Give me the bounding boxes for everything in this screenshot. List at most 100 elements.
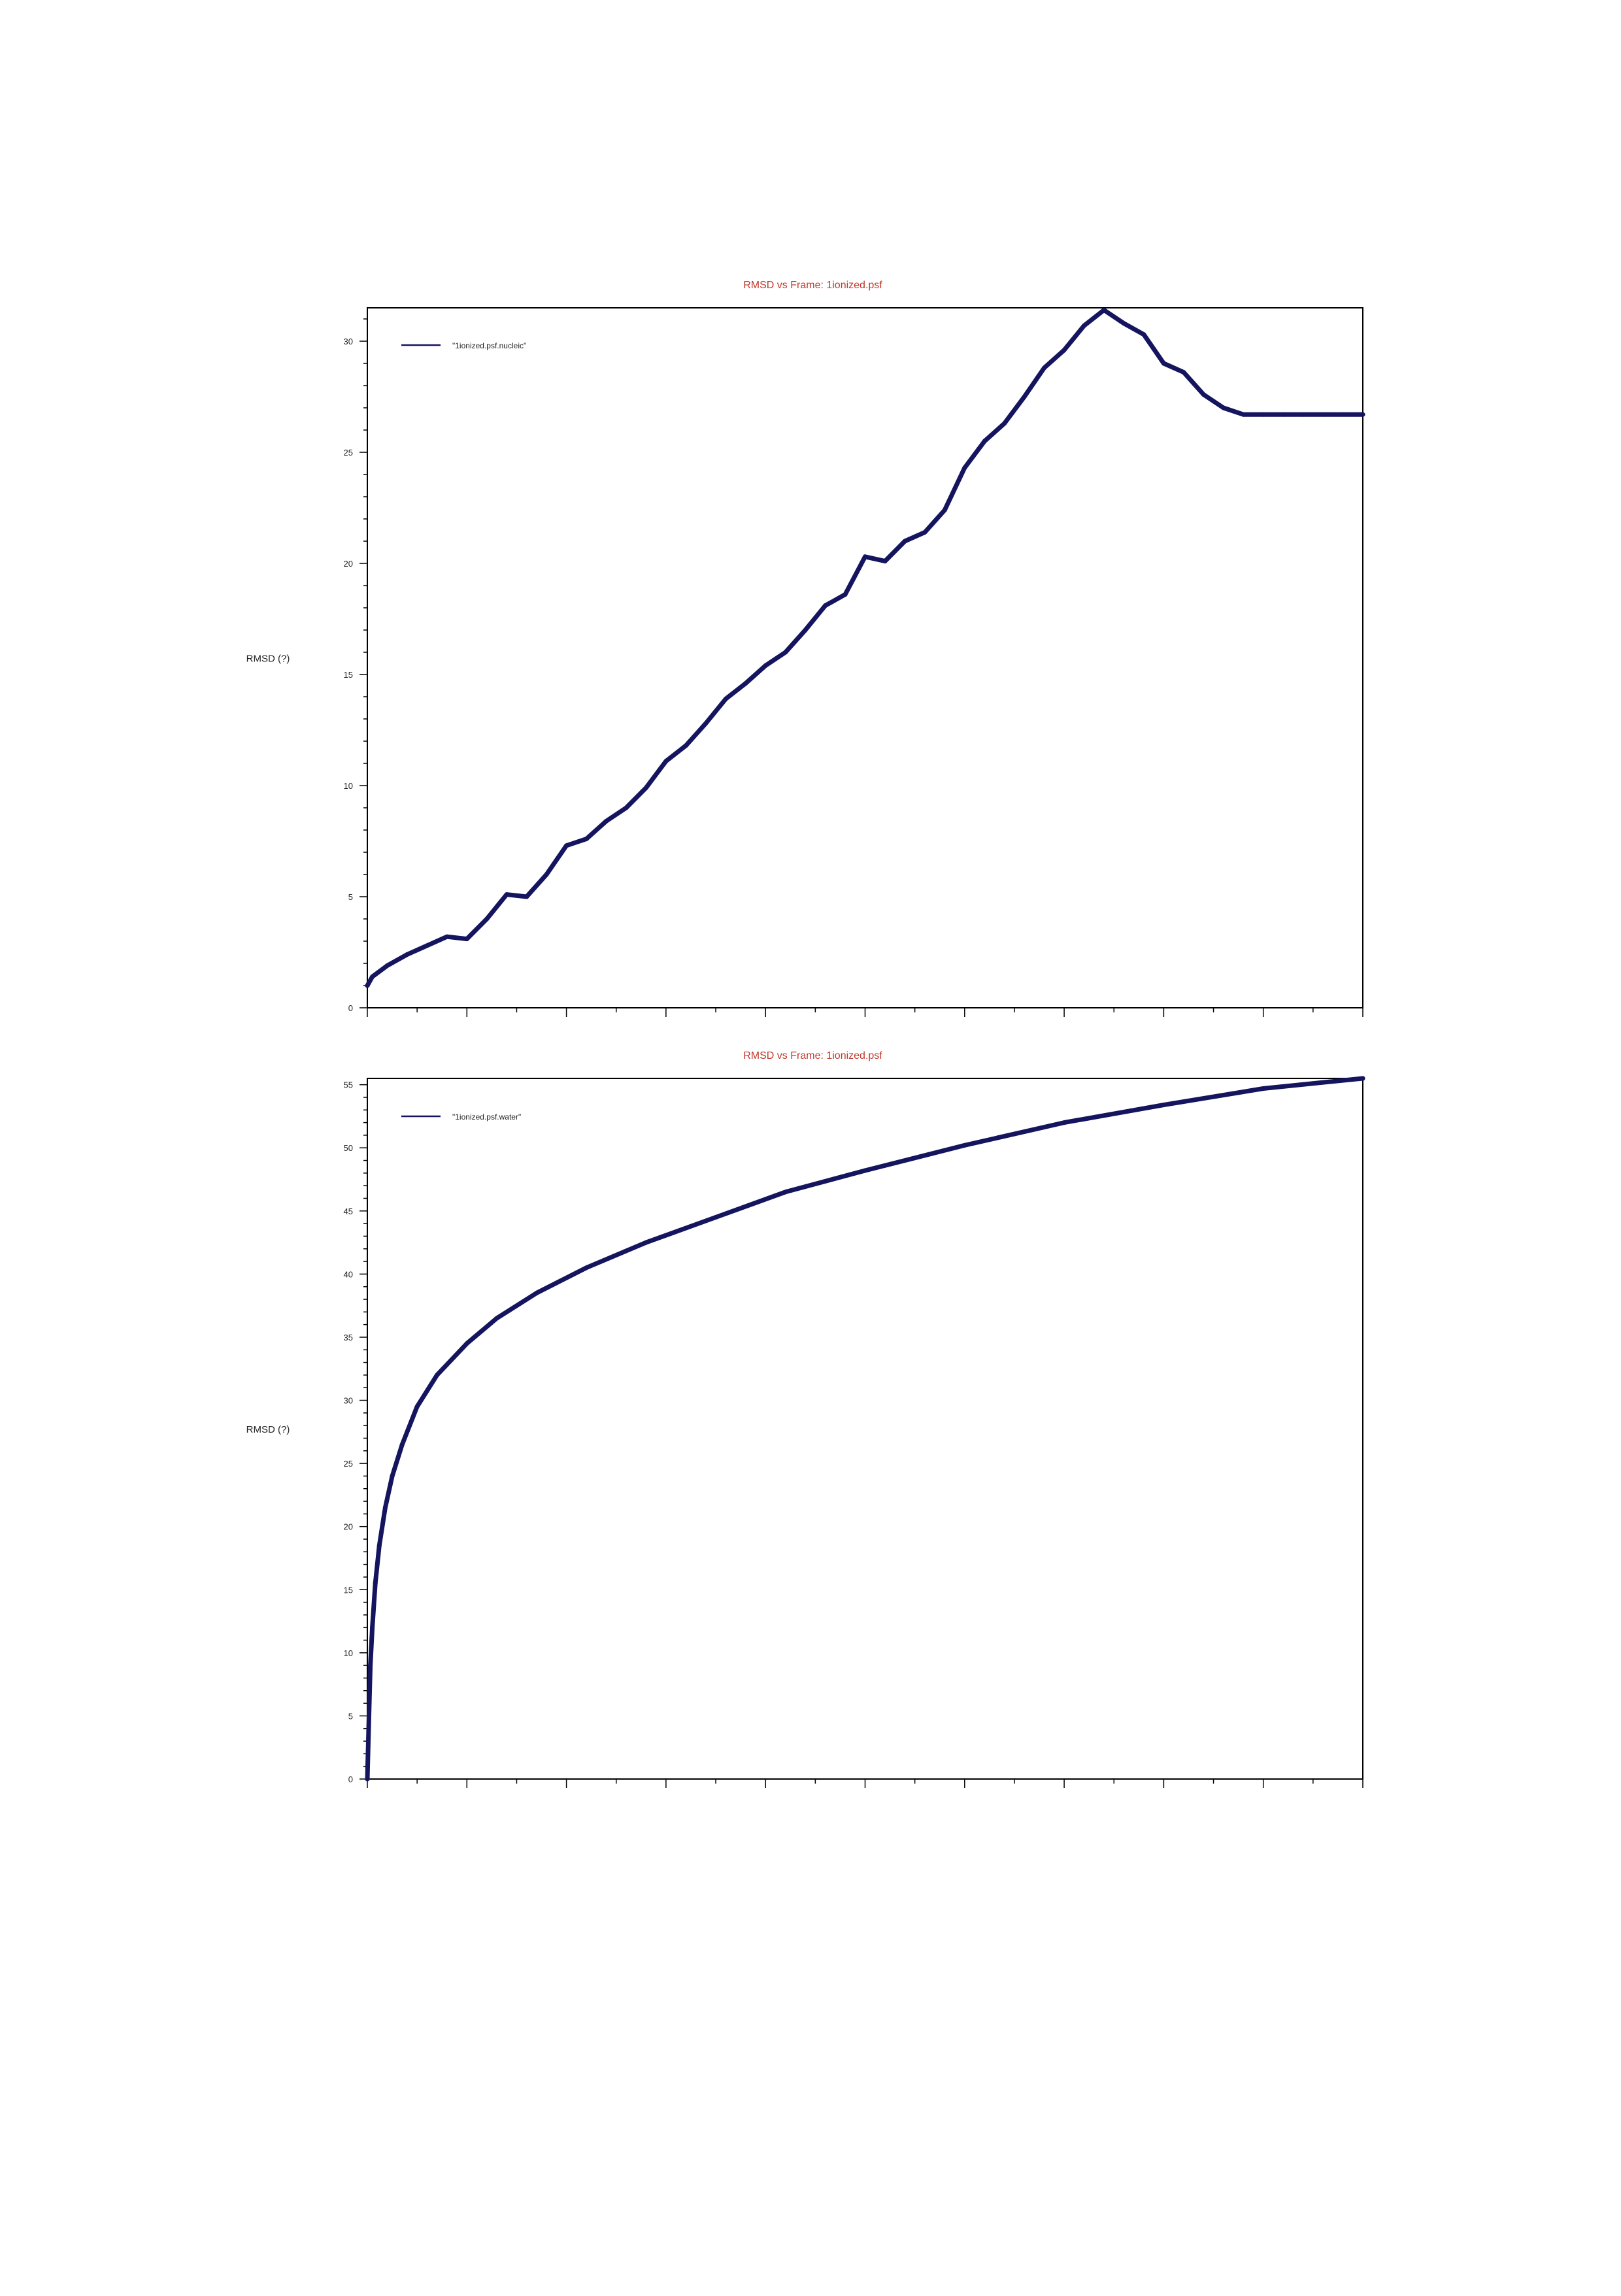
y-axis-label: RMSD (?) [246,1424,290,1435]
data-point [384,963,390,968]
y-tick-label: 30 [344,1396,353,1406]
y-tick-label: 40 [344,1269,353,1279]
chart-water: RMSD vs Frame: 1ionized.psf RMSD (?) 0 5 10 1… [246,1050,1365,1788]
data-point [1082,323,1087,328]
data-point [663,759,669,764]
data-point [643,785,648,790]
y-tick-label: 20 [344,1522,353,1532]
data-point [405,952,410,957]
data-point [1121,321,1126,326]
data-point [624,805,629,810]
data-point [544,872,549,877]
data-point [366,1739,371,1744]
data-point [524,894,529,899]
y-tick-label: 35 [344,1333,353,1342]
data-point [370,1625,375,1630]
series-line [365,307,1365,988]
data-point [743,681,748,686]
data-point [823,603,828,608]
data-point [643,1240,648,1245]
legend-label: "1ionized.psf.water" [452,1112,521,1122]
y-tick-label: 50 [344,1143,353,1153]
data-point [1221,405,1226,410]
data-point [1181,370,1186,375]
plot-frame [367,1078,1363,1780]
y-tick-label: 10 [344,1648,353,1658]
data-point [863,1168,867,1173]
data-point [382,1505,388,1510]
y-tick-label: 0 [348,1003,353,1013]
data-point [882,559,888,564]
plot-frame [367,307,1363,1008]
y-tick-label: 15 [344,670,353,680]
y-tick-label: 15 [344,1585,353,1595]
data-point [414,1404,420,1409]
data-point [1261,1086,1266,1091]
data-point [982,439,987,444]
data-point [863,554,867,559]
data-point [1201,392,1206,397]
data-point [1061,1120,1067,1125]
y-tick-label: 10 [344,781,353,791]
data-point [1360,412,1365,417]
data-point [962,465,967,471]
data-point [1241,412,1246,417]
data-point [373,1581,378,1586]
data-point [1161,361,1166,366]
data-point [464,937,469,942]
data-point [713,1214,718,1220]
y-tick-label: 25 [344,448,353,458]
data-point [564,843,569,848]
data-point [843,592,848,597]
data-point [922,529,927,535]
data-point [1360,1076,1365,1081]
data-point [484,916,490,922]
data-point [1061,348,1067,353]
data-point [365,983,370,988]
y-tick-label: 55 [344,1080,353,1090]
data-point [370,974,375,979]
data-point [584,1265,589,1271]
data-point [368,1663,373,1668]
data-point [1101,307,1107,312]
data-point [1261,412,1266,417]
data-point [683,743,688,748]
data-point [1341,412,1346,417]
data-point [604,818,609,824]
data-point [1002,421,1007,426]
data-point [703,721,709,726]
data-point [902,539,907,544]
series-line [365,1076,1365,1782]
data-point [494,1316,499,1321]
data-point [783,650,788,655]
y-tick-label: 25 [344,1459,353,1469]
chart-title: RMSD vs Frame: 1ionized.psf [743,280,882,291]
y-tick-label: 0 [348,1774,353,1784]
data-point [534,1290,539,1295]
data-point [1280,412,1286,417]
y-tick-label: 20 [344,559,353,569]
legend-label: "1ionized.psf.nucleic" [452,341,526,350]
y-tick-label: 5 [348,1711,353,1721]
data-point [424,943,429,948]
y-tick-label: 30 [344,337,353,346]
data-point [365,1776,370,1782]
data-point [376,1543,382,1548]
chart-nucleic: RMSD vs Frame: 1ionized.psf RMSD (?) 0 5 10 1… [246,280,1365,1017]
data-point [464,1341,469,1346]
data-point [803,627,808,633]
data-point [723,696,728,701]
data-point [962,1142,967,1148]
data-point [1141,332,1146,337]
chart-title: RMSD vs Frame: 1ionized.psf [743,1050,882,1061]
data-point [367,1701,372,1706]
data-point [390,1473,395,1478]
data-point [1320,412,1326,417]
data-point [1022,394,1027,399]
data-point [444,934,450,939]
data-point [1161,1103,1166,1108]
data-point [942,507,947,512]
data-point [783,1190,788,1195]
